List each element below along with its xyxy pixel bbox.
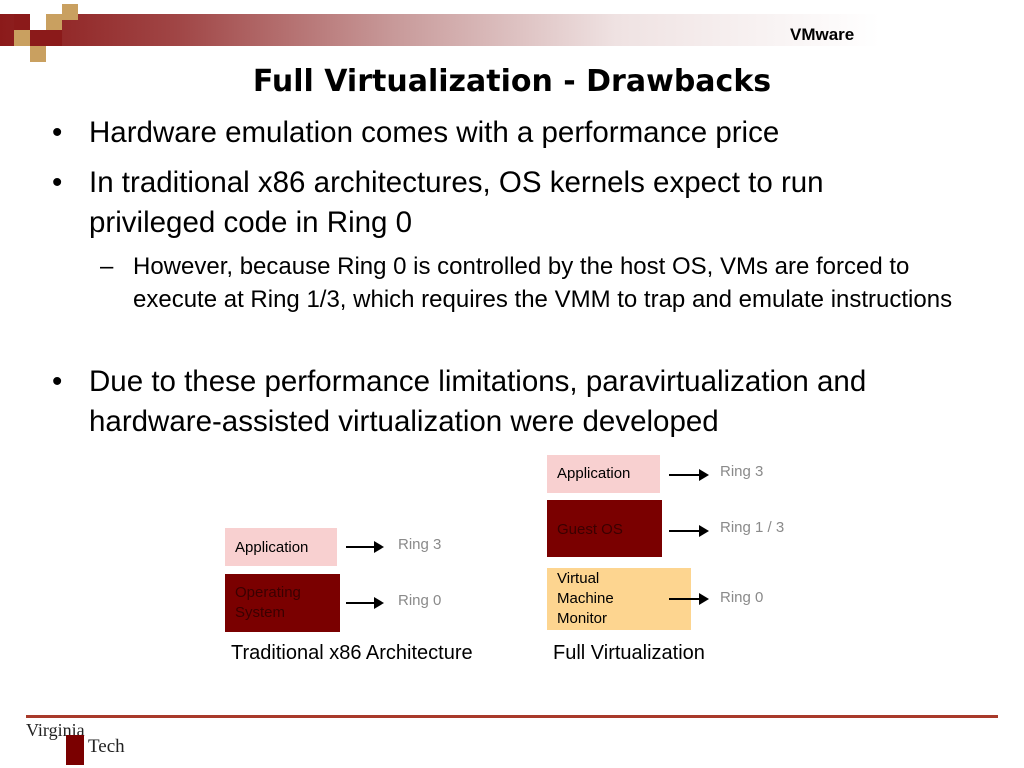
ring-label: Ring 3 [720,463,764,480]
traditional-os-box: Operating System [225,574,340,632]
arrow-right-icon [346,597,384,609]
arrow-right-icon [346,541,384,553]
ring-label: Ring 0 [398,592,442,609]
traditional-application-box: Application [225,528,337,566]
full-application-box: Application [547,455,660,493]
ring-label: Ring 0 [720,589,764,606]
slide-title: Full Virtualization - Drawbacks [252,64,772,99]
caption-traditional: Traditional x86 Architecture [231,642,473,664]
bullet-dot: • [52,116,63,149]
virginia-tech-logo: Virginia Tech [26,720,134,766]
arrow-right-icon [669,593,709,605]
caption-full: Full Virtualization [553,642,705,664]
vmm-box: Virtual Machine Monitor [547,568,691,630]
ring-label: Ring 3 [398,536,442,553]
bullet-dot: • [52,365,63,398]
footer-rule [26,715,998,718]
arrow-right-icon [669,525,709,537]
bullet-1-text: Hardware emulation comes with a performa… [89,116,780,149]
header-org: VMware [790,25,855,44]
bullet-2-text: In traditional x86 architectures, OS ker… [89,166,824,239]
arrow-right-icon [669,469,709,481]
guest-os-box: Guest OS [547,500,662,557]
header-band [0,14,880,46]
sub-bullet-text: However, because Ring 0 is controlled by… [133,253,953,313]
vmm-label: Virtual Machine Monitor [557,570,614,627]
logo-emblem-icon [66,735,84,765]
bullet-3-text: Due to these performance limitations, pa… [89,365,867,438]
sub-bullet-dash: – [100,253,114,280]
bullet-dot: • [52,166,63,199]
logo-word-2: Tech [88,736,125,757]
ring-label: Ring 1 / 3 [720,519,785,536]
